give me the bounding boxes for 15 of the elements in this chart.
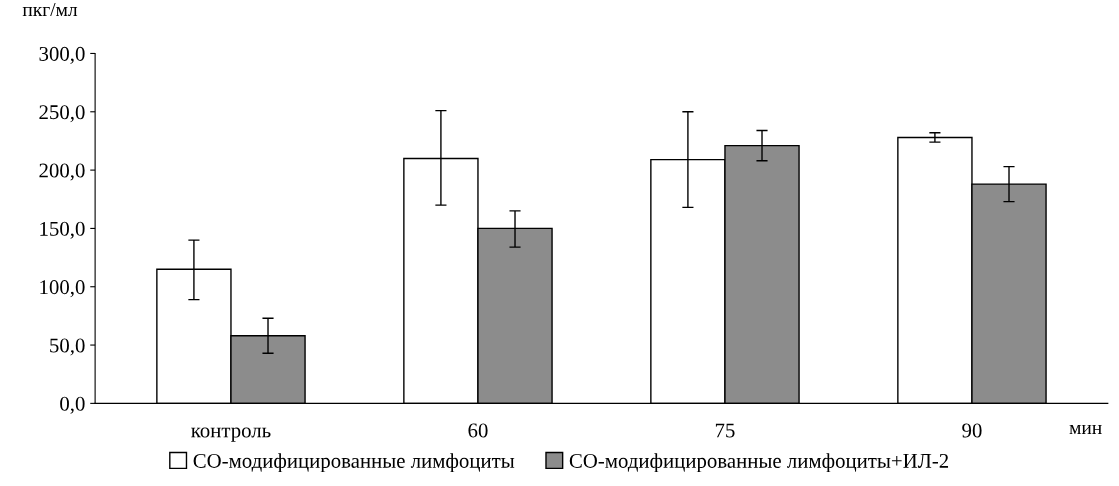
y-axis-title: пкг/мл <box>22 3 78 17</box>
legend-label: CO-модифицированные лимфоциты <box>193 453 515 473</box>
x-tick-label: 60 <box>468 423 488 438</box>
x-tick-label: 90 <box>962 423 982 438</box>
y-tick-label: 50,0 <box>50 338 85 356</box>
y-tick-label: 250,0 <box>39 105 85 123</box>
y-tick-label: 150,0 <box>40 221 85 239</box>
y-tick-label: 0,0 <box>60 396 85 414</box>
y-tick-label: 100,0 <box>40 280 85 298</box>
legend-label: CO-модифицированные лимфоциты+ИЛ-2 <box>569 453 949 473</box>
y-tick-label: 300,0 <box>39 46 85 64</box>
x-axis-title: мин <box>1069 424 1102 434</box>
x-tick-label: контроль <box>191 427 271 442</box>
y-tick-label: 200,0 <box>39 163 85 181</box>
x-tick-label: 75 <box>715 423 735 438</box>
